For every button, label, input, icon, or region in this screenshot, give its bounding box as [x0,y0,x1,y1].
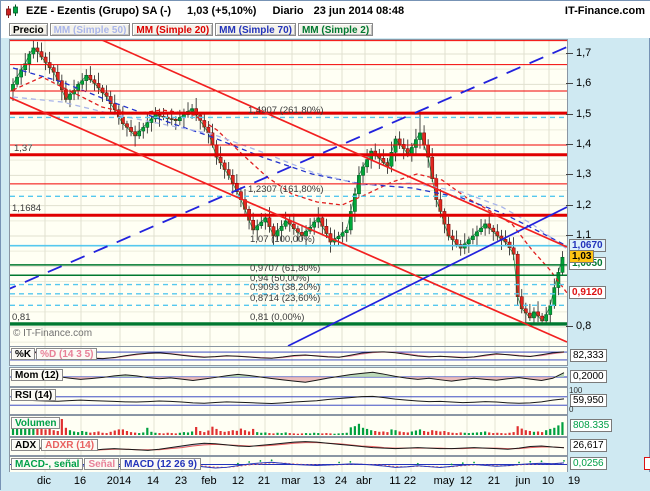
indicator-value-stochastic: 82,333 [570,349,607,362]
time-axis-label: 12 [232,475,244,487]
price-level-label: 1,4907 (261,80%) [248,106,324,116]
price-tick-label: 1,2 [576,199,591,211]
time-axis-label: 21 [488,475,500,487]
price-tick-label: 1,4 [576,138,591,150]
price-level-label: 1,2307 (161,80%) [248,185,324,195]
toolbar-button-mm-simple-20-[interactable]: MM (Simple 20) [132,23,213,36]
panel-button--d-14-3-5-[interactable]: %D (14 3 5) [36,348,97,360]
toolbar-button-mm-simple-70-[interactable]: MM (Simple 70) [215,23,296,36]
indicator-value-macd: 0,0256 [570,457,607,470]
panel-button-volumen[interactable]: Volumen [11,417,60,429]
scale-bottom-label: 0 [569,405,573,414]
price-tick [566,114,573,115]
panel-buttons: Volumen [11,417,61,429]
last-price-change: 1,03 (+5,10%) [187,5,256,17]
indicator-value-volume: 808.335 [570,419,612,432]
indicator-value-momentum: 0,2000 [570,370,607,383]
time-axis-label: abr [356,475,372,487]
watermark: © IT-Finance.com [13,328,92,339]
price-tick [566,83,573,84]
price-level-label: 1,37 [14,144,33,154]
panel-volume[interactable]: Volumen [9,415,568,437]
time-axis-label: mar [282,475,301,487]
price-tick-label: 0,8 [576,320,591,332]
toolbar-button-precio[interactable]: Precio [9,23,48,36]
panel-buttons: Mom (12) [11,369,64,381]
price-tick [566,174,573,175]
time-axis: dic 16 2014 14 23 feb 12 21 mar 13 24 abr 11 22 may 12 2… [1,472,650,491]
scale-top-label: 100 [569,386,582,395]
panel-buttons: RSI (14) [11,389,57,401]
signal-value-box-clipped [644,457,650,470]
price-axis-value-box: 1,03 [569,250,594,263]
toolbar-button-mm-simple-50-[interactable]: MM (Simple 50) [50,23,131,36]
price-level-label: 1,1684 [12,204,41,214]
indicator-value-adx: 26,617 [570,439,607,452]
price-tick [566,326,573,327]
panel-button-macd-se-al[interactable]: MACD-, señal [11,458,83,470]
price-level-label: 1,07 (100,00%) [250,235,315,245]
time-axis-label: dic [37,475,51,487]
panel-button-adx[interactable]: ADX [11,439,40,451]
price-level-label: 0,81 [12,313,31,323]
title-bar: EZE - Ezentis (Grupo) SA (-) 1,03 (+5,10… [1,1,650,21]
panel-button-se-al[interactable]: Señal [84,458,119,470]
time-axis-label: jun [516,475,531,487]
panel-buttons: %K%D (14 3 5) [11,348,98,360]
price-level-label: 0,8714 (23,60%) [250,294,320,304]
panel-button-macd-12-26-9-[interactable]: MACD (12 26 9) [120,458,201,470]
price-tick [566,53,573,54]
time-axis-label: feb [201,475,216,487]
time-axis-label: 24 [335,475,347,487]
indicator-value-rsi: 59,950 [570,394,607,407]
price-level-label: 0,9093 (38,20%) [250,283,320,293]
time-axis-label: 23 [175,475,187,487]
price-tick-label: 1,5 [576,108,591,120]
price-tick [566,205,573,206]
time-axis-label: 16 [74,475,86,487]
time-axis-label: 11 [389,475,400,487]
time-axis-label: 2014 [107,475,131,487]
price-level-label: 0,81 (0,00%) [250,313,304,323]
price-tick [566,144,573,145]
panel-button-mom-12-[interactable]: Mom (12) [11,369,63,381]
trendline [10,47,567,292]
periodicity-label: Diario [272,5,303,17]
instrument-title: EZE - Ezentis (Grupo) SA (-) [26,5,171,17]
time-axis-label: 12 [460,475,472,487]
price-tick-label: 1,7 [576,47,591,59]
time-axis-label: 19 [568,475,580,487]
quote-datetime: 23 jun 2014 08:48 [314,5,405,17]
price-chart[interactable]: 1,4907 (261,80%) 1,37 1,2307 (161,80%) 1,16… [9,39,568,347]
brand-label: IT-Finance.com [565,5,645,17]
toolbar-button-mm-simple-2-[interactable]: MM (Simple 2) [298,23,373,36]
time-axis-label: 10 [542,475,554,487]
panel-button--k[interactable]: %K [11,348,35,360]
time-axis-label: may [434,475,455,487]
panel-button-adxr-14-[interactable]: ADXR (14) [41,439,98,451]
price-axis-value-box: 0,9120 [569,286,606,299]
time-axis-label: 21 [258,475,270,487]
time-axis-label: 14 [147,475,159,487]
panel-rsi[interactable]: RSI (14) [9,387,568,415]
price-tick [566,235,573,236]
time-axis-label: 22 [404,475,416,487]
candlestick-icon [5,4,20,19]
panel-momentum[interactable]: Mom (12) [9,367,568,387]
panel-button-rsi-14-[interactable]: RSI (14) [11,389,56,401]
time-axis-label: 13 [313,475,325,487]
panel-stochastic[interactable]: %K%D (14 3 5) [9,346,568,366]
price-tick-label: 1,6 [576,77,591,89]
price-tick-label: 1,3 [576,168,591,180]
